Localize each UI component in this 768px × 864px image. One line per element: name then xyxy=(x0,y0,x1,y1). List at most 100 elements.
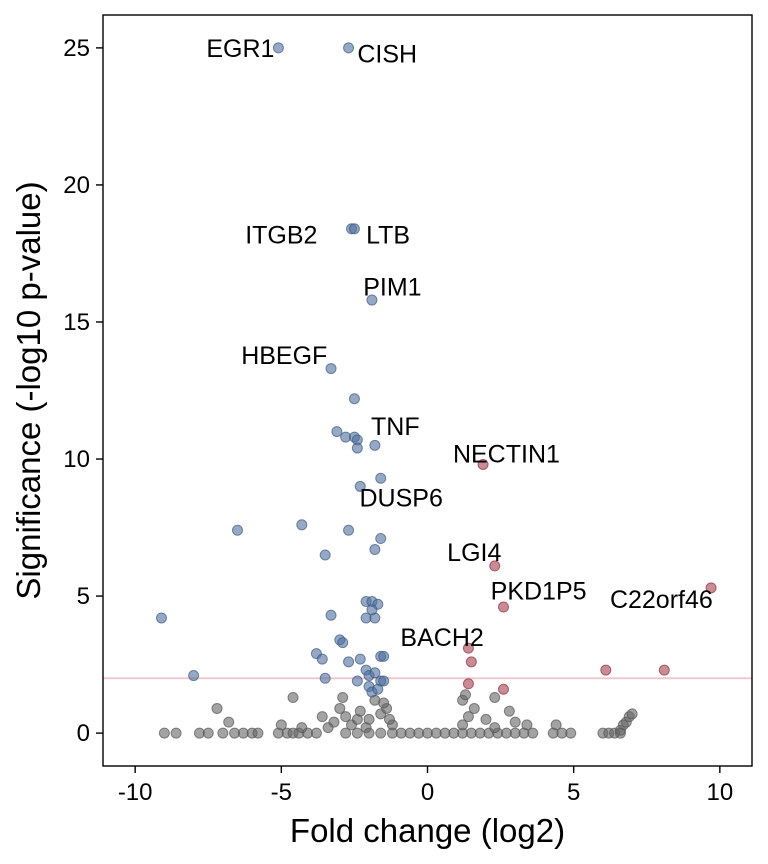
y-tick-label: 10 xyxy=(63,446,90,473)
x-axis: -10 -5 0 5 10 xyxy=(118,766,733,806)
gene-label: PKD1P5 xyxy=(491,578,587,606)
data-point-ns xyxy=(310,727,322,739)
gene-label: HBEGF xyxy=(241,342,327,370)
data-point-ns xyxy=(462,711,474,723)
data-point-ns xyxy=(340,711,352,723)
data-point-down xyxy=(351,675,363,687)
data-point-down xyxy=(343,656,355,668)
data-point-down xyxy=(325,609,337,621)
data-point-down xyxy=(348,393,360,405)
data-point-down xyxy=(337,637,349,649)
data-point-down xyxy=(354,653,366,665)
upregulated-points xyxy=(462,459,717,695)
data-point-up xyxy=(658,664,670,676)
data-point-ns xyxy=(489,691,501,703)
data-point-down xyxy=(372,683,384,695)
data-point-ns xyxy=(351,727,363,739)
data-point-ns xyxy=(158,727,170,739)
gene-label: TNF xyxy=(371,413,420,441)
gene-labels: EGR1 CISH ITGB2 LTB PIM1 HBEGF TNF NECTIN1 DUSP6… xyxy=(206,35,712,652)
y-axis: 0 5 10 15 20 25 xyxy=(63,35,103,747)
data-point-down xyxy=(343,42,355,54)
data-point-ns xyxy=(460,689,472,701)
data-point-up xyxy=(465,656,477,668)
gene-label: EGR1 xyxy=(206,35,274,63)
data-point-ns xyxy=(296,722,308,734)
data-point-ns xyxy=(340,727,352,739)
data-point-down xyxy=(378,650,390,662)
data-point-down xyxy=(366,294,378,306)
gene-label: ITGB2 xyxy=(245,221,317,249)
data-point-ns xyxy=(316,711,328,723)
x-tick-label: 0 xyxy=(421,779,434,806)
gene-label: CISH xyxy=(357,40,417,68)
y-tick-label: 20 xyxy=(63,172,90,199)
data-point-ns xyxy=(363,727,375,739)
data-point-ns xyxy=(363,713,375,725)
gene-label: BACH2 xyxy=(400,624,483,652)
data-point-down xyxy=(319,549,331,561)
data-point-ns xyxy=(383,713,395,725)
data-point-ns xyxy=(334,702,346,714)
downregulated-points xyxy=(155,42,390,698)
data-point-down xyxy=(369,667,381,679)
x-tick-label: -10 xyxy=(118,779,153,806)
data-point-down xyxy=(316,653,328,665)
data-point-ns xyxy=(287,691,299,703)
data-point-down xyxy=(354,480,366,492)
data-point-down xyxy=(296,519,308,531)
y-axis-title: Significance (-log10 p-value) xyxy=(10,181,47,599)
x-tick-label: 10 xyxy=(706,779,733,806)
data-point-down xyxy=(272,42,284,54)
data-point-ns xyxy=(468,702,480,714)
data-point-up xyxy=(498,601,510,613)
data-point-up xyxy=(705,582,717,594)
data-point-down xyxy=(369,543,381,555)
data-point-ns xyxy=(527,727,539,739)
data-point-ns xyxy=(202,727,214,739)
data-point-down xyxy=(369,439,381,451)
data-point-down xyxy=(378,675,390,687)
data-point-ns xyxy=(521,719,533,731)
data-point-ns xyxy=(378,697,390,709)
data-point-down xyxy=(348,223,360,235)
gene-label: LTB xyxy=(366,221,410,249)
data-point-down xyxy=(155,612,167,624)
x-axis-title: Fold change (log2) xyxy=(290,812,565,849)
data-point-ns xyxy=(503,705,515,717)
data-point-ns xyxy=(550,719,562,731)
data-point-ns xyxy=(328,716,340,728)
data-point-ns xyxy=(217,727,229,739)
data-point-ns xyxy=(354,705,366,717)
data-point-down xyxy=(366,604,378,616)
data-point-up xyxy=(462,642,474,654)
data-point-ns xyxy=(480,713,492,725)
data-point-down xyxy=(375,472,387,484)
y-tick-label: 5 xyxy=(77,583,90,610)
y-tick-label: 25 xyxy=(63,35,90,62)
data-point-down xyxy=(351,442,363,454)
data-point-down xyxy=(231,524,243,536)
data-point-ns xyxy=(275,719,287,731)
data-point-ns xyxy=(626,708,638,720)
gene-label: DUSP6 xyxy=(360,484,443,512)
data-point-down xyxy=(325,363,337,375)
data-point-ns xyxy=(211,702,223,714)
data-point-ns xyxy=(565,727,577,739)
data-point-ns xyxy=(509,716,521,728)
data-point-down xyxy=(375,533,387,545)
data-point-ns xyxy=(170,727,182,739)
y-tick-label: 0 xyxy=(77,720,90,747)
data-point-ns xyxy=(252,727,264,739)
data-point-ns xyxy=(614,727,626,739)
data-point-ns xyxy=(375,727,387,739)
data-point-up xyxy=(498,683,510,695)
data-point-down xyxy=(188,670,200,682)
gene-label: NECTIN1 xyxy=(453,441,560,469)
data-point-up xyxy=(600,664,612,676)
data-point-ns xyxy=(489,722,501,734)
data-point-up xyxy=(489,560,501,572)
data-point-down xyxy=(319,672,331,684)
